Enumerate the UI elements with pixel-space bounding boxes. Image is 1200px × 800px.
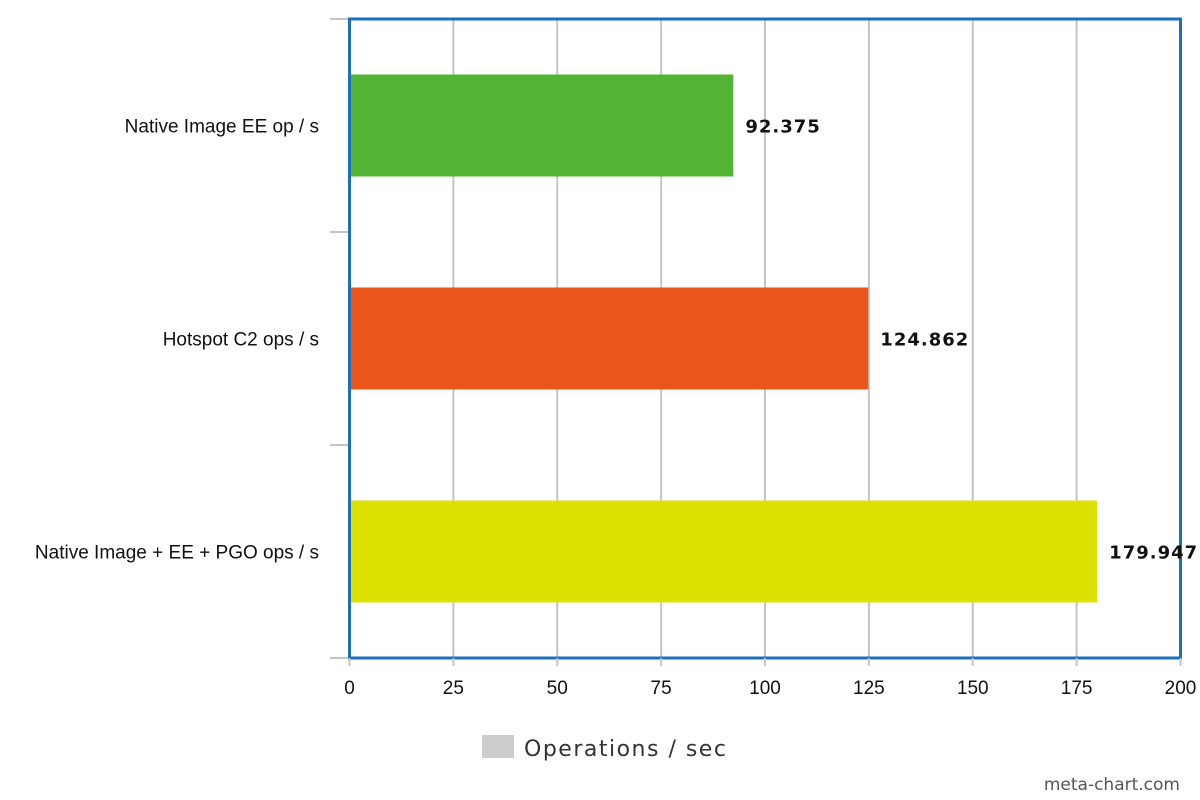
category-label: Native Image + EE + PGO ops / s xyxy=(35,543,319,564)
data-label: 124.862 xyxy=(880,330,969,351)
x-tick-label: 25 xyxy=(443,678,464,699)
category-labels: Native Image EE op / s Hotspot C2 ops / s… xyxy=(35,117,319,564)
data-labels: 92.375 124.862 179.947 xyxy=(745,117,1198,564)
bar xyxy=(349,74,734,177)
legend: Operations / sec xyxy=(482,735,727,762)
x-axis-tick-labels: 0 25 50 75 100 125 150 175 200 xyxy=(344,658,1196,699)
x-tick-label: 0 xyxy=(344,678,355,699)
x-tick-label: 200 xyxy=(1165,678,1197,699)
x-tick-label: 150 xyxy=(957,678,989,699)
data-label: 92.375 xyxy=(745,117,820,138)
x-tick-label: 100 xyxy=(749,678,781,699)
bars xyxy=(349,74,1098,603)
bar xyxy=(349,500,1098,603)
x-tick-label: 50 xyxy=(547,678,568,699)
legend-swatch xyxy=(482,735,514,758)
x-tick-label: 75 xyxy=(651,678,672,699)
data-label: 179.947 xyxy=(1109,543,1198,564)
category-label: Hotspot C2 ops / s xyxy=(163,330,319,351)
category-label: Native Image EE op / s xyxy=(125,117,319,138)
legend-label: Operations / sec xyxy=(524,737,727,762)
x-tick-label: 175 xyxy=(1061,678,1093,699)
bar xyxy=(349,287,869,390)
x-tick-label: 125 xyxy=(853,678,885,699)
y-axis-ticks xyxy=(330,18,350,659)
watermark: meta-chart.com xyxy=(1044,775,1180,795)
